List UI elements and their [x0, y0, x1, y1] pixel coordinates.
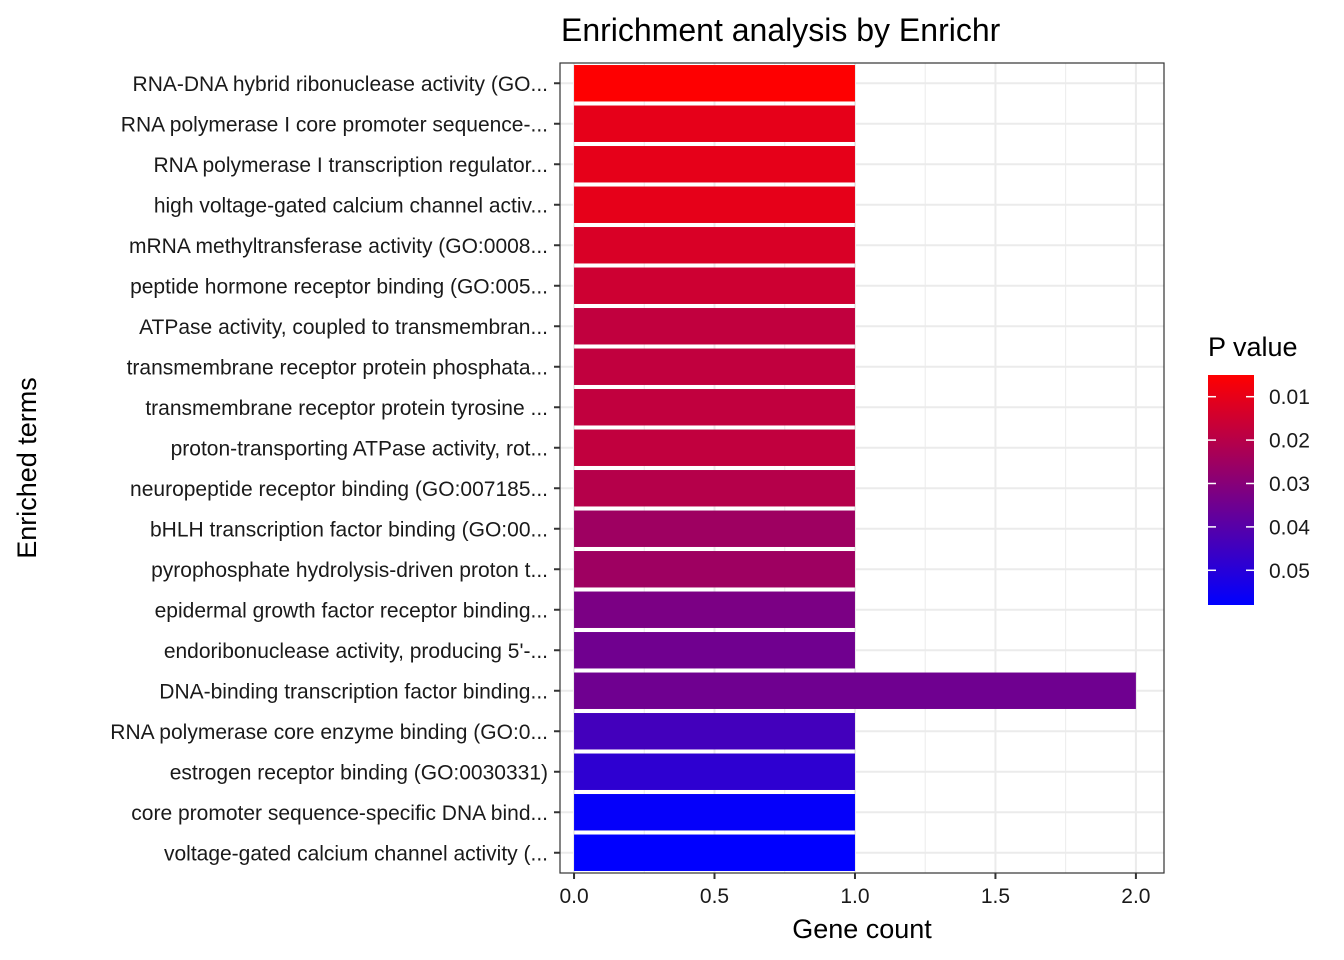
y-tick-label: peptide hormone receptor binding (GO:005… — [130, 275, 548, 298]
x-tick-label: 1.5 — [981, 885, 1010, 908]
y-tick-label: proton-transporting ATPase activity, rot… — [171, 437, 548, 460]
bar — [574, 470, 855, 507]
legend-tick-label: 0.02 — [1269, 430, 1310, 453]
bar — [574, 632, 855, 669]
legend-tick-label: 0.05 — [1269, 560, 1310, 583]
y-tick-label: neuropeptide receptor binding (GO:007185… — [130, 478, 548, 501]
x-tick-label: 1.0 — [840, 885, 869, 908]
y-tick-label: estrogen receptor binding (GO:0030331) — [170, 761, 548, 784]
bar — [574, 794, 855, 831]
y-tick-label: endoribonuclease activity, producing 5'-… — [164, 640, 548, 663]
bar — [574, 672, 1136, 709]
y-tick-label: transmembrane receptor protein tyrosine … — [145, 397, 548, 420]
legend-title: P value — [1208, 332, 1298, 362]
panel-background — [560, 63, 1164, 873]
bar — [574, 267, 855, 304]
chart-title: Enrichment analysis by Enrichr — [561, 12, 1001, 48]
legend-tick-label: 0.03 — [1269, 473, 1310, 496]
x-axis: 0.0 0.5 1.0 1.5 2.0 — [559, 873, 1151, 908]
y-tick-label: transmembrane receptor protein phosphata… — [127, 356, 548, 379]
y-tick-label: pyrophosphate hydrolysis-driven proton t… — [151, 559, 548, 582]
bar — [574, 105, 855, 142]
grid — [560, 63, 1164, 873]
x-tick-label: 0.5 — [700, 885, 729, 908]
bar — [574, 65, 855, 102]
y-tick-label: RNA polymerase core enzyme binding (GO:0… — [110, 721, 548, 744]
bar — [574, 591, 855, 628]
bar — [574, 834, 855, 871]
x-tick-label: 0.0 — [559, 885, 588, 908]
y-tick-label: RNA polymerase I transcription regulator… — [153, 154, 548, 177]
y-tick-label: ATPase activity, coupled to transmembran… — [139, 316, 548, 339]
bar — [574, 146, 855, 183]
bar — [574, 348, 855, 385]
bar — [574, 510, 855, 547]
y-axis: RNA-DNA hybrid ribonuclease activity (GO… — [110, 73, 560, 865]
bar — [574, 308, 855, 345]
y-tick-label: high voltage-gated calcium channel activ… — [154, 194, 548, 217]
y-tick-label: DNA-binding transcription factor binding… — [159, 680, 548, 703]
y-tick-label: epidermal growth factor receptor binding… — [155, 599, 548, 622]
bar — [574, 186, 855, 223]
y-axis-title: Enriched terms — [12, 377, 42, 559]
bar — [574, 753, 855, 790]
y-tick-label: bHLH transcription factor binding (GO:00… — [150, 518, 548, 541]
y-tick-label: RNA-DNA hybrid ribonuclease activity (GO… — [133, 73, 548, 96]
bar — [574, 429, 855, 466]
bar — [574, 713, 855, 750]
legend-tick-label: 0.04 — [1269, 516, 1310, 539]
y-tick-label: voltage-gated calcium channel activity (… — [164, 842, 548, 865]
y-tick-label: RNA polymerase I core promoter sequence-… — [121, 113, 548, 136]
bars — [574, 65, 1136, 871]
y-tick-label: mRNA methyltransferase activity (GO:0008… — [129, 235, 548, 258]
panel-border — [559, 62, 1165, 874]
bar — [574, 389, 855, 426]
y-tick-label: core promoter sequence-specific DNA bind… — [131, 802, 548, 825]
legend-tick-label: 0.01 — [1269, 386, 1310, 409]
x-tick-label: 2.0 — [1121, 885, 1150, 908]
legend-colorbar — [1208, 375, 1254, 605]
bar — [574, 551, 855, 588]
bar — [574, 227, 855, 264]
legend: P value 0.01 0.02 0.03 0.04 0.05 — [1208, 332, 1310, 605]
x-axis-title: Gene count — [792, 914, 932, 944]
